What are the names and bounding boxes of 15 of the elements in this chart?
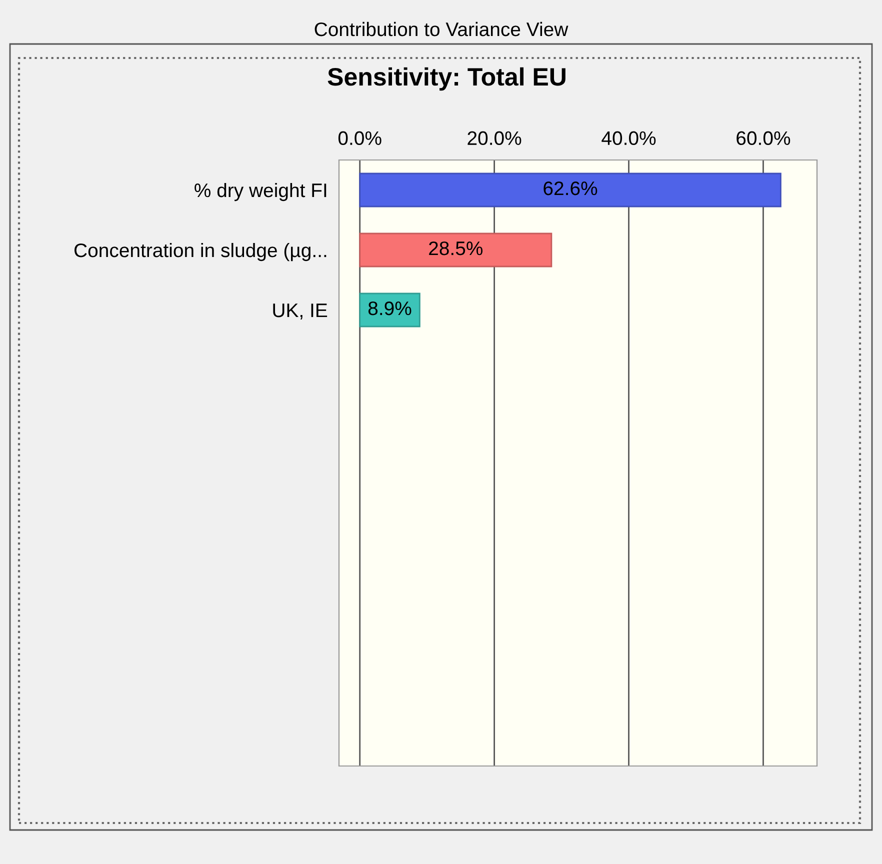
y-tick-label: UK, IE <box>273 304 328 320</box>
x-tick-label: 20.0% <box>468 131 522 146</box>
x-tick-label: 40.0% <box>602 131 656 146</box>
bar <box>359 172 782 208</box>
data-label: 8.9% <box>368 301 412 316</box>
data-label: 28.5% <box>429 241 483 256</box>
y-tick-label: % dry weight FI <box>194 182 326 202</box>
data-label: 62.6% <box>544 181 598 196</box>
chart-subtitle: Contribution to Variance View <box>314 22 568 36</box>
y-tick-label: Concentration in sludge (µg... <box>74 242 326 262</box>
bar <box>359 292 420 328</box>
x-tick-label: 60.0% <box>736 131 790 146</box>
x-tick-label: 0.0% <box>338 131 382 146</box>
bar <box>359 232 552 268</box>
chart-title: Sensitivity: Total EU <box>328 67 566 91</box>
